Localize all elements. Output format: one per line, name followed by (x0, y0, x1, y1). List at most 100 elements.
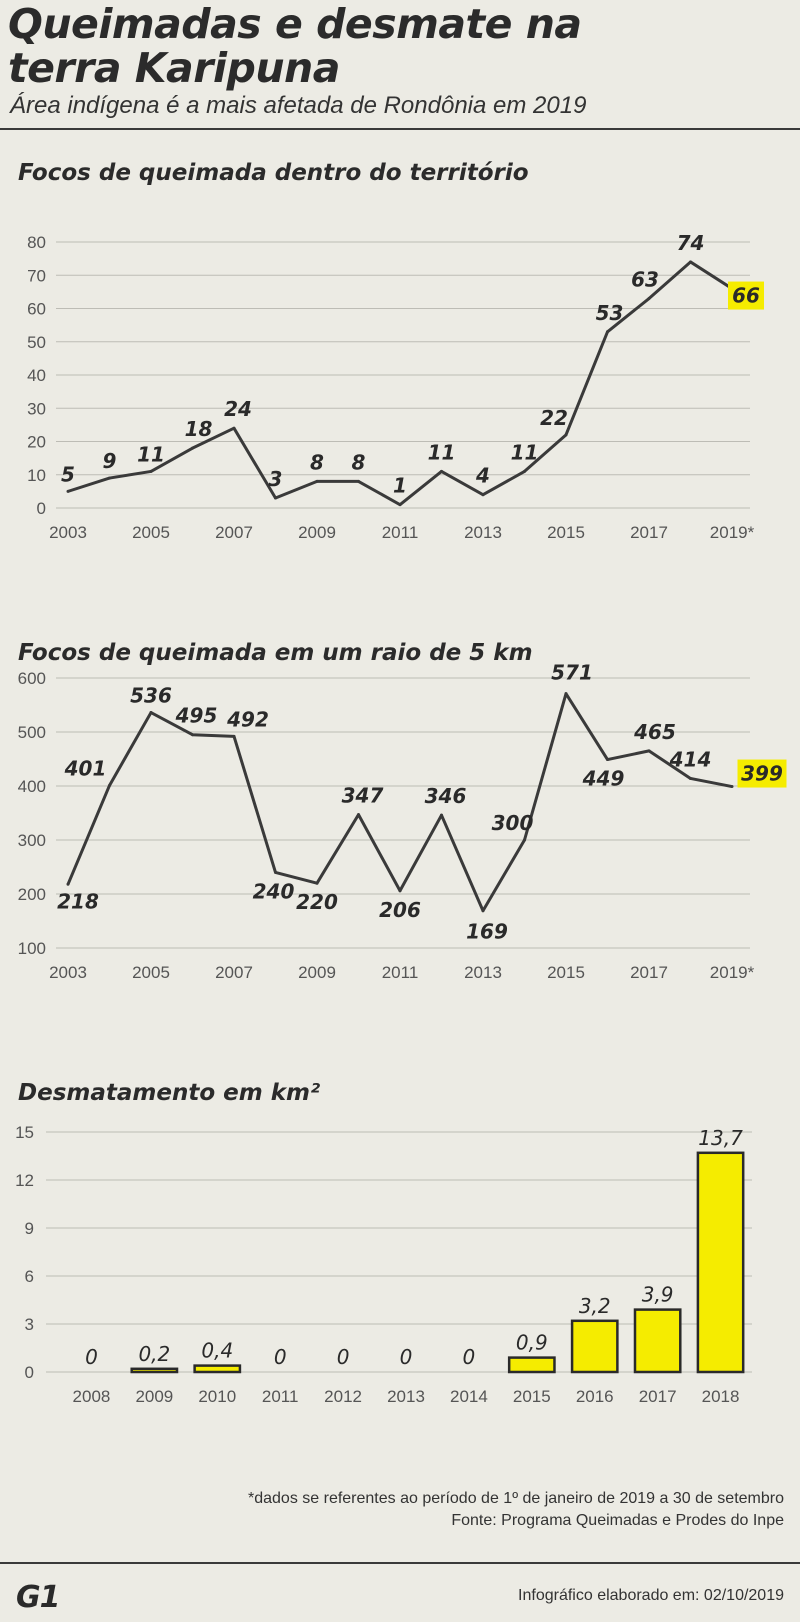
header-divider (0, 128, 800, 130)
data-point (523, 469, 526, 473)
data-label: 3,2 (579, 1294, 611, 1318)
y-tick-label: 70 (27, 266, 46, 285)
data-point (66, 489, 70, 493)
y-tick-label: 60 (27, 300, 46, 319)
data-point (647, 297, 651, 301)
x-tick-label: 2007 (215, 523, 253, 542)
x-tick-label: 2013 (387, 1387, 425, 1406)
x-tick-label: 2003 (49, 523, 87, 542)
data-point (108, 783, 111, 787)
data-label: 346 (425, 784, 467, 808)
data-label: 536 (130, 684, 172, 708)
data-point (689, 776, 692, 780)
data-point (66, 882, 70, 886)
x-tick-label: 2008 (73, 1387, 111, 1406)
data-point (232, 426, 236, 430)
x-tick-label: 2005 (132, 963, 170, 982)
y-tick-label: 0 (37, 499, 46, 518)
data-point (398, 889, 402, 893)
data-point (730, 785, 734, 789)
data-label: 414 (669, 747, 712, 771)
bar (130, 1367, 179, 1374)
data-label: 465 (633, 720, 676, 744)
data-label: 495 (175, 704, 218, 728)
data-label: 0 (400, 1345, 413, 1369)
footer-divider (0, 1562, 800, 1564)
data-label: 1 (393, 474, 407, 498)
footnote: *dados se referentes ao período de 1º de… (248, 1490, 784, 1507)
y-tick-label: 20 (27, 433, 46, 452)
y-tick-label: 100 (18, 939, 46, 958)
bar (570, 1319, 619, 1374)
x-tick-label: 2019* (710, 963, 755, 982)
y-tick-label: 3 (25, 1315, 34, 1334)
y-tick-label: 6 (25, 1267, 34, 1286)
chart-deforestation: 0 3 6 9 12 15 0 2008 0,2 2009 0,4 2010 0 2011 0 2012 0 20… (15, 1123, 752, 1406)
data-point (149, 711, 153, 715)
y-tick-label: 400 (18, 777, 46, 796)
g1-logo: G1 (16, 1580, 60, 1615)
x-tick-label: 2019* (710, 523, 755, 542)
chart-3-title: Desmatamento em km² (18, 1080, 321, 1106)
y-tick-label: 50 (27, 333, 46, 352)
data-label: 4 (475, 464, 490, 488)
data-label: 0 (463, 1345, 476, 1369)
data-point (689, 260, 692, 264)
data-label: 0,9 (516, 1331, 548, 1355)
data-point (606, 330, 609, 334)
x-tick-label: 2011 (382, 523, 419, 542)
data-label: 220 (296, 890, 338, 914)
x-tick-label: 2015 (547, 523, 585, 542)
data-label: 66 (732, 284, 760, 308)
data-label: 11 (511, 440, 539, 464)
data-point (481, 493, 485, 497)
chart-2-title: Focos de queimada em um raio de 5 km (18, 640, 533, 666)
y-tick-label: 80 (27, 233, 46, 252)
data-point (357, 479, 360, 483)
x-tick-label: 2010 (198, 1387, 236, 1406)
x-tick-label: 2003 (49, 963, 87, 982)
y-tick-label: 300 (18, 831, 46, 850)
data-point (274, 496, 277, 500)
y-tick-label: 15 (15, 1123, 34, 1142)
data-label: 0,2 (138, 1342, 170, 1366)
data-point (232, 734, 236, 738)
x-tick-label: 2017 (639, 1387, 677, 1406)
data-label: 53 (596, 301, 624, 325)
data-label: 449 (582, 767, 625, 791)
chart-1-title: Focos de queimada dentro do território (18, 160, 529, 186)
y-tick-label: 12 (15, 1171, 34, 1190)
data-label: 0 (274, 1345, 287, 1369)
x-tick-label: 2014 (450, 1387, 488, 1406)
data-point (149, 469, 153, 473)
y-tick-label: 0 (25, 1363, 34, 1382)
data-label: 347 (342, 784, 384, 808)
x-tick-label: 2011 (382, 963, 419, 982)
x-tick-label: 2017 (630, 523, 668, 542)
data-label: 0 (337, 1345, 350, 1369)
x-tick-label: 2013 (464, 963, 502, 982)
bar (696, 1151, 745, 1374)
data-label: 24 (224, 397, 252, 421)
x-tick-label: 2017 (630, 963, 668, 982)
series-line (66, 692, 733, 913)
credit-note: Infográfico elaborado em: 02/10/2019 (518, 1587, 784, 1604)
highlight-box (737, 759, 787, 788)
data-point (274, 870, 277, 874)
data-point (108, 476, 111, 480)
data-label: 571 (551, 661, 593, 685)
x-tick-label: 2013 (464, 523, 502, 542)
data-label: 3 (269, 467, 283, 491)
x-tick-label: 2018 (702, 1387, 740, 1406)
data-label: 218 (57, 889, 99, 913)
data-point (440, 813, 443, 817)
chart-fires-inside-territory: 0 10 20 30 40 50 60 70 80 2003 2005 2007 2009 2011 201… (27, 231, 764, 542)
x-tick-label: 2011 (262, 1387, 299, 1406)
data-label: 11 (428, 440, 456, 464)
page-title: Queimadas e desmate na terra Karipuna (8, 0, 582, 92)
data-label: 399 (741, 762, 783, 786)
chart-fires-5km-radius: 100 200 300 400 500 600 2003 2005 2007 2009 2011 20… (18, 661, 787, 982)
data-point (191, 446, 194, 450)
data-point (647, 749, 651, 753)
data-point (564, 433, 568, 437)
